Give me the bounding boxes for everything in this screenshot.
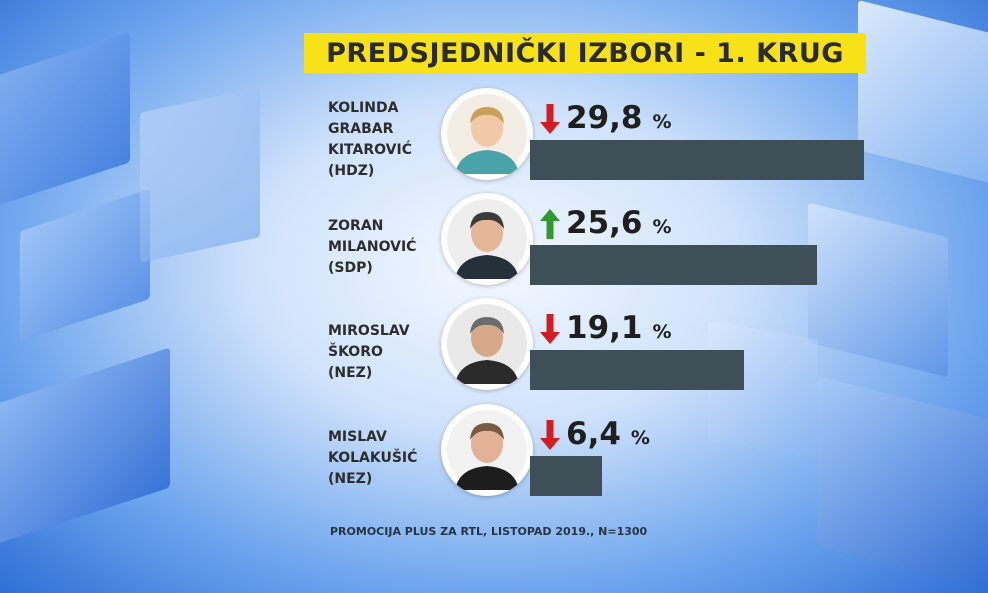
value-label: 25,6% xyxy=(566,205,672,245)
value-label: 6,4% xyxy=(566,416,650,456)
candidate-name-line: (SDP) xyxy=(328,260,373,276)
candidate-name-line: ŠKORO xyxy=(328,344,383,360)
candidate-name-line: (NEZ) xyxy=(328,365,373,381)
candidate-photo xyxy=(441,88,533,180)
candidate-row: MISLAV KOLAKUŠIĆ (NEZ) 6,4% xyxy=(0,404,988,518)
candidate-row: ZORAN MILANOVIĆ (SDP) 25,6% xyxy=(0,193,988,307)
percent-unit: % xyxy=(652,321,672,343)
value-label: 29,8% xyxy=(566,100,672,140)
candidate-name-line: KOLAKUŠIĆ xyxy=(328,450,418,466)
portrait-icon xyxy=(447,199,527,279)
candidate-photo xyxy=(441,298,533,390)
arrow-up-icon xyxy=(540,209,560,239)
value-number: 19,1 xyxy=(566,310,643,346)
value-number: 29,8 xyxy=(566,100,643,136)
percent-unit: % xyxy=(630,427,650,449)
portrait-icon xyxy=(447,410,527,490)
arrow-down-icon xyxy=(540,314,560,344)
candidate-name: ZORAN MILANOVIĆ (SDP) xyxy=(328,216,448,279)
chart-title: PREDSJEDNIČKI IZBORI - 1. KRUG xyxy=(304,33,866,73)
candidate-name-line: KOLINDA xyxy=(328,100,399,116)
bar xyxy=(530,456,602,496)
portrait-icon xyxy=(447,304,527,384)
percent-unit: % xyxy=(652,216,672,238)
candidate-name-line: GRABAR xyxy=(328,121,394,137)
candidate-row: MIROSLAV ŠKORO (NEZ) 19,1% xyxy=(0,298,988,412)
arrow-down-icon xyxy=(540,420,560,450)
candidate-name-line: KITAROVIĆ xyxy=(328,142,412,158)
candidate-name-line: ZORAN xyxy=(328,218,384,234)
bar xyxy=(530,140,864,180)
value-number: 6,4 xyxy=(566,416,621,452)
bar xyxy=(530,350,744,390)
candidate-name-line: MIROSLAV xyxy=(328,323,410,339)
arrow-down-icon xyxy=(540,104,560,134)
value-label: 19,1% xyxy=(566,310,672,350)
candidate-name: KOLINDA GRABAR KITAROVIĆ (HDZ) xyxy=(328,98,448,182)
value-number: 25,6 xyxy=(566,205,643,241)
candidate-name-line: MISLAV xyxy=(328,429,387,445)
candidate-name-line: (HDZ) xyxy=(328,163,375,179)
source-note: PROMOCIJA PLUS ZA RTL, LISTOPAD 2019., N… xyxy=(330,525,648,538)
candidate-photo xyxy=(441,193,533,285)
percent-unit: % xyxy=(652,111,672,133)
candidate-name: MIROSLAV ŠKORO (NEZ) xyxy=(328,321,448,384)
candidate-name-line: MILANOVIĆ xyxy=(328,239,417,255)
portrait-icon xyxy=(447,94,527,174)
candidate-row: KOLINDA GRABAR KITAROVIĆ (HDZ) 29,8% xyxy=(0,88,988,202)
bar xyxy=(530,245,817,285)
candidate-name-line: (NEZ) xyxy=(328,471,373,487)
candidate-photo xyxy=(441,404,533,496)
candidate-name: MISLAV KOLAKUŠIĆ (NEZ) xyxy=(328,427,448,490)
